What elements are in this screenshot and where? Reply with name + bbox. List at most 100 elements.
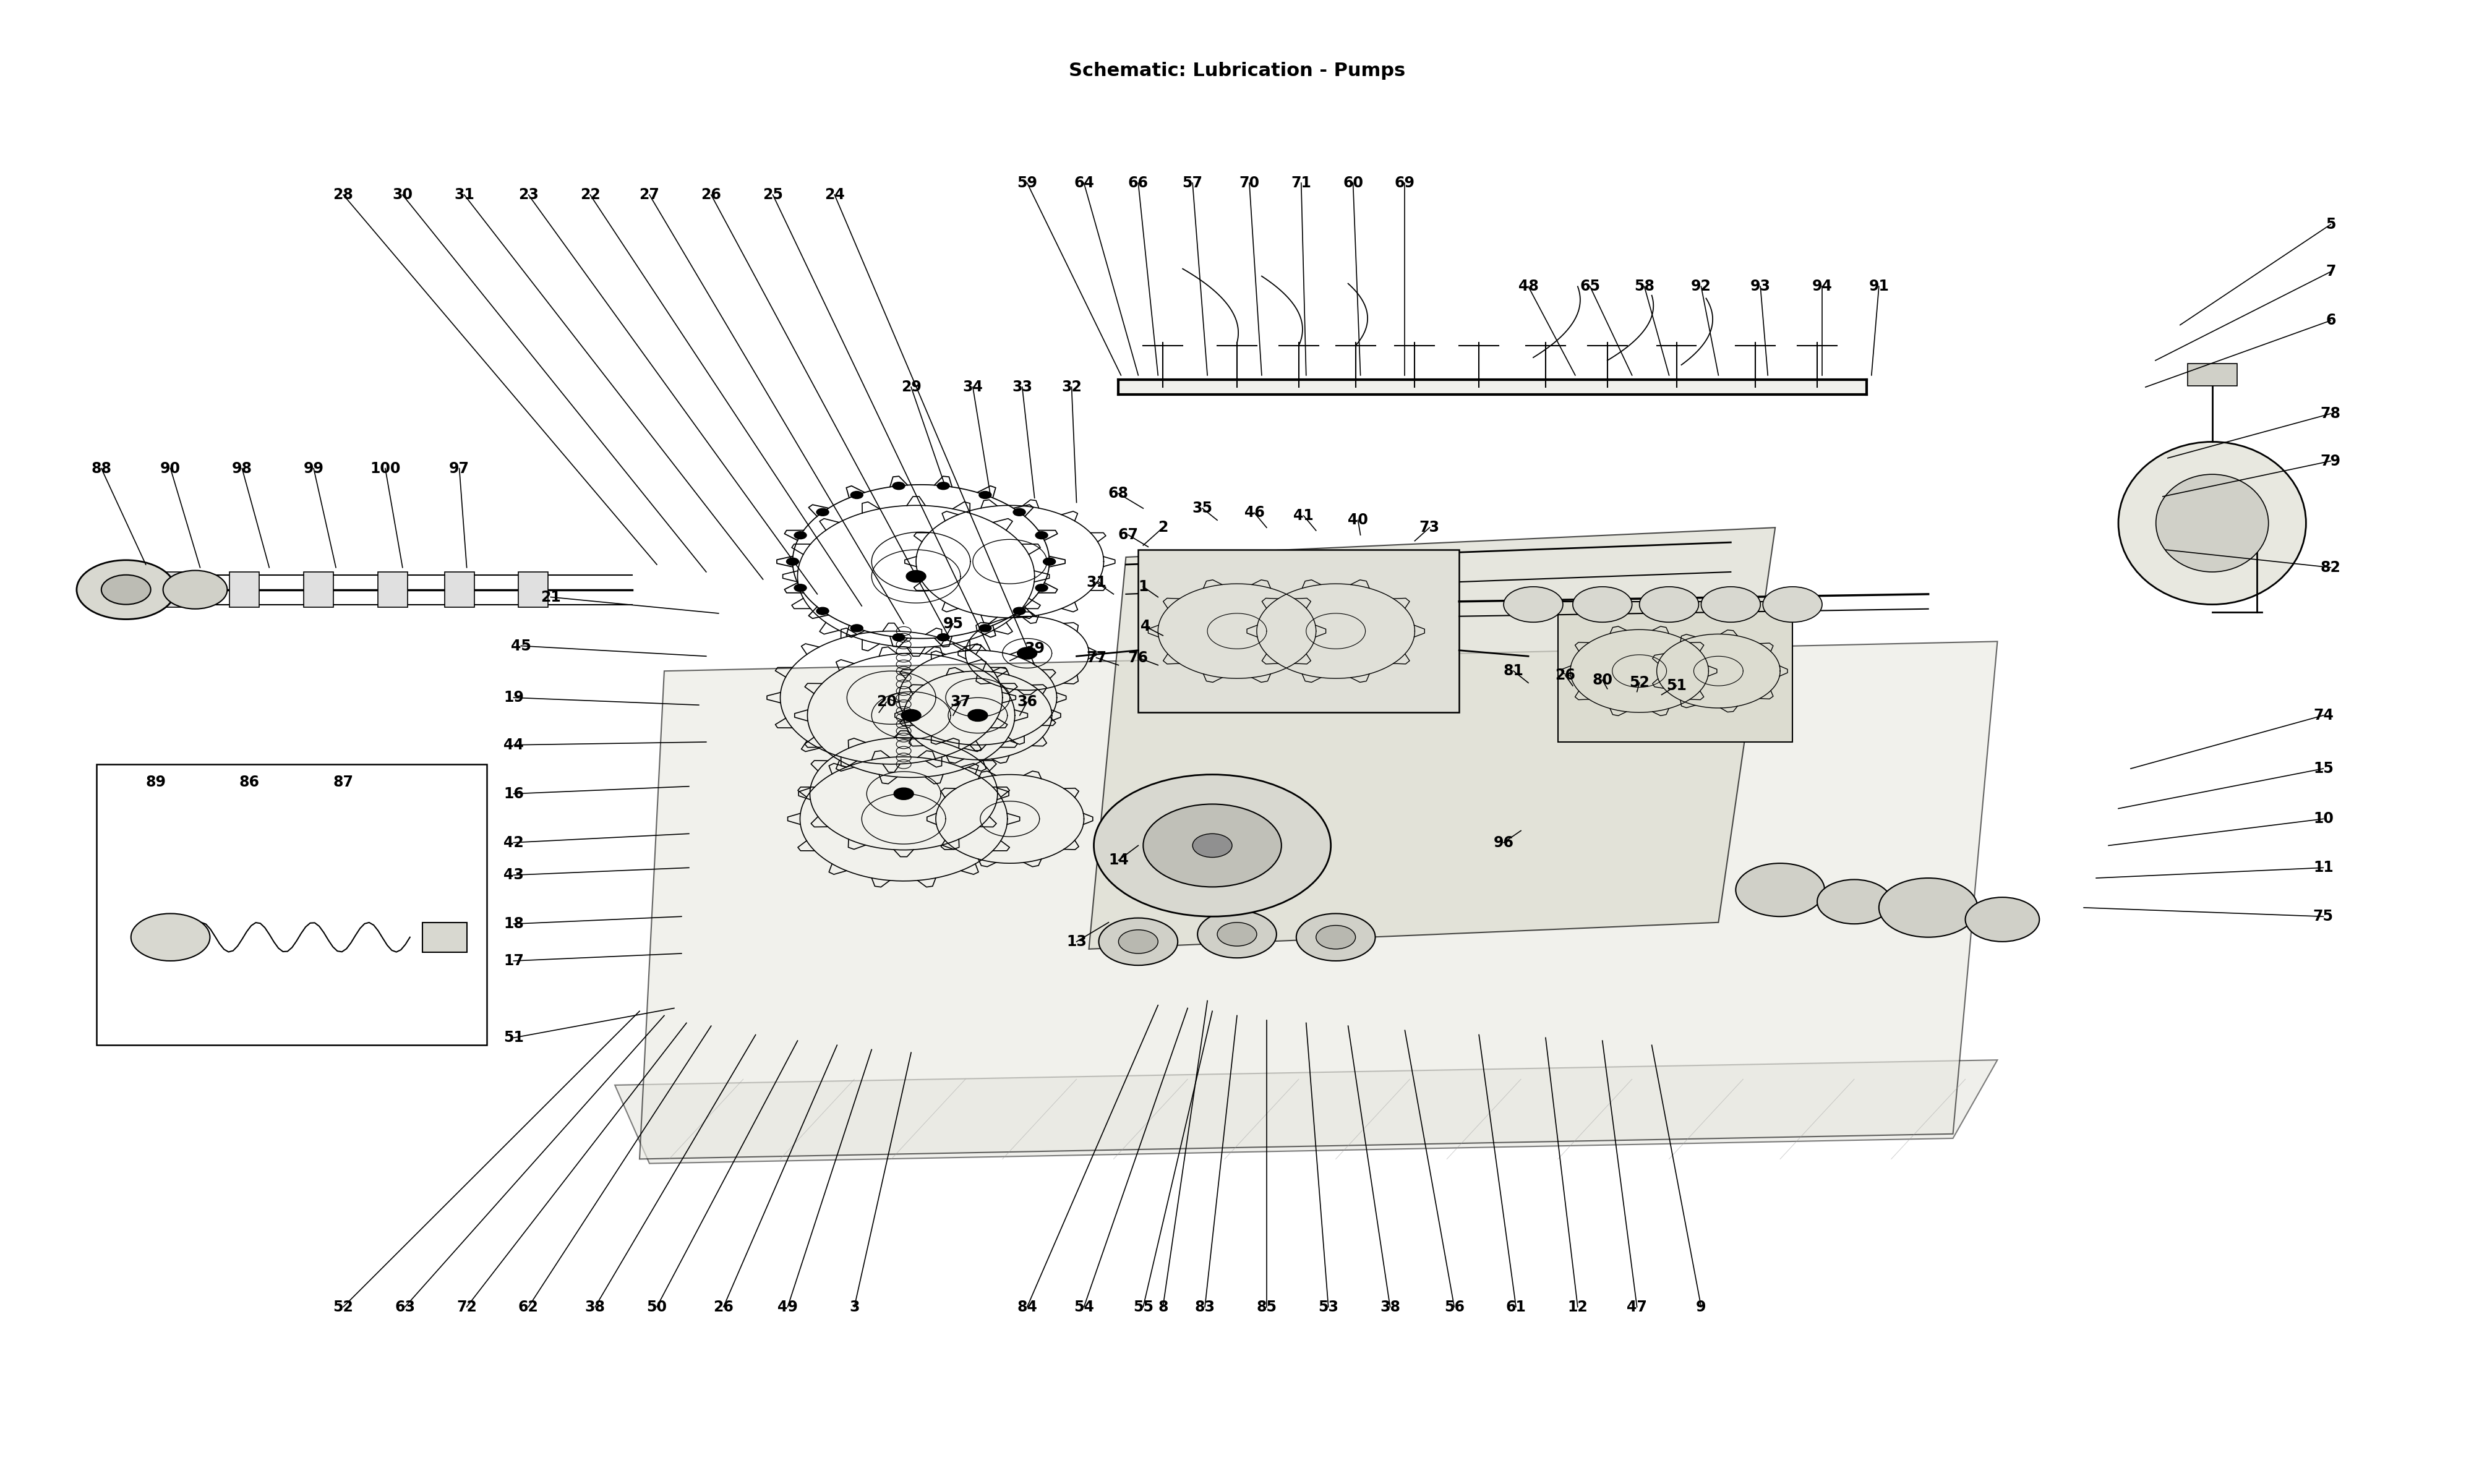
Text: 7: 7 (2326, 264, 2335, 279)
Text: 60: 60 (1343, 175, 1363, 190)
Bar (230, 571, 260, 607)
Text: 68: 68 (1108, 487, 1128, 502)
Circle shape (816, 607, 829, 614)
Text: 67: 67 (1118, 527, 1138, 542)
Text: 37: 37 (950, 695, 970, 709)
Circle shape (1098, 919, 1178, 965)
Text: 86: 86 (240, 775, 260, 789)
Text: 17: 17 (505, 953, 524, 968)
Polygon shape (616, 1060, 1997, 1163)
Circle shape (1197, 911, 1277, 957)
Circle shape (1818, 880, 1890, 925)
Text: 38: 38 (584, 1300, 606, 1315)
Text: 76: 76 (1128, 650, 1148, 665)
Circle shape (893, 482, 905, 490)
Circle shape (1764, 586, 1823, 622)
Circle shape (1192, 834, 1232, 858)
Circle shape (131, 914, 210, 960)
Circle shape (1316, 926, 1356, 950)
Text: 80: 80 (1593, 672, 1613, 687)
Text: 18: 18 (505, 917, 524, 932)
Text: 10: 10 (2313, 812, 2333, 827)
Circle shape (794, 585, 807, 592)
Text: 33: 33 (1012, 380, 1032, 395)
Text: 65: 65 (1581, 279, 1601, 294)
Bar (1118, 380, 1865, 395)
Circle shape (1044, 558, 1056, 565)
Text: 85: 85 (1257, 1300, 1277, 1315)
Text: 59: 59 (1017, 175, 1037, 190)
Circle shape (1573, 586, 1633, 622)
Text: 1: 1 (1138, 579, 1148, 594)
Text: 41: 41 (1294, 509, 1314, 524)
Text: 74: 74 (2313, 708, 2333, 723)
Circle shape (787, 558, 799, 565)
Text: 57: 57 (1183, 175, 1202, 190)
Circle shape (851, 625, 863, 632)
Text: 92: 92 (1690, 279, 1712, 294)
Text: 6: 6 (2326, 313, 2335, 328)
Text: 13: 13 (1066, 935, 1086, 950)
Text: 44: 44 (505, 738, 524, 752)
Text: 5: 5 (2326, 217, 2335, 232)
Text: 34: 34 (962, 380, 982, 395)
Text: 100: 100 (371, 462, 401, 476)
Text: 51: 51 (1667, 678, 1687, 693)
Circle shape (967, 709, 987, 721)
Circle shape (1037, 585, 1049, 592)
Text: 52: 52 (334, 1300, 354, 1315)
Text: 88: 88 (92, 462, 111, 476)
Text: 48: 48 (1519, 279, 1539, 294)
Text: 63: 63 (396, 1300, 416, 1315)
Text: 30: 30 (393, 187, 413, 202)
Text: 87: 87 (334, 775, 354, 789)
Text: 35: 35 (1192, 502, 1212, 516)
Text: 77: 77 (1086, 650, 1106, 665)
Text: 31: 31 (455, 187, 475, 202)
Text: 38: 38 (1380, 1300, 1400, 1315)
Text: 8: 8 (1158, 1300, 1168, 1315)
Bar (2187, 364, 2236, 386)
Text: 72: 72 (458, 1300, 477, 1315)
Circle shape (1037, 531, 1049, 539)
Circle shape (905, 570, 925, 582)
Text: 70: 70 (1239, 175, 1259, 190)
Bar (1138, 549, 1460, 712)
Text: 91: 91 (1868, 279, 1890, 294)
Text: 23: 23 (517, 187, 539, 202)
Text: 15: 15 (2313, 761, 2333, 776)
Text: 94: 94 (1811, 279, 1833, 294)
Text: 78: 78 (2321, 407, 2340, 421)
Text: 29: 29 (901, 380, 920, 395)
Circle shape (893, 634, 905, 641)
Bar (156, 571, 186, 607)
Text: 58: 58 (1635, 279, 1655, 294)
Text: 98: 98 (233, 462, 252, 476)
Text: 25: 25 (762, 187, 784, 202)
Circle shape (851, 491, 863, 499)
Text: 61: 61 (1507, 1300, 1526, 1315)
Circle shape (1702, 586, 1761, 622)
Bar (304, 571, 334, 607)
Circle shape (1014, 607, 1027, 614)
Text: 82: 82 (2321, 559, 2340, 574)
Text: 47: 47 (1628, 1300, 1648, 1315)
Circle shape (77, 559, 176, 619)
Text: 3: 3 (849, 1300, 858, 1315)
Circle shape (980, 625, 992, 632)
Text: 28: 28 (334, 187, 354, 202)
Text: 36: 36 (1017, 695, 1037, 709)
Text: 90: 90 (161, 462, 181, 476)
Circle shape (938, 482, 950, 490)
Text: 49: 49 (777, 1300, 797, 1315)
Circle shape (1964, 898, 2039, 942)
Circle shape (1143, 804, 1282, 887)
Text: 73: 73 (1420, 521, 1440, 536)
Circle shape (1296, 914, 1376, 960)
Text: 21: 21 (539, 589, 562, 604)
Text: 52: 52 (1630, 675, 1650, 690)
Circle shape (794, 531, 807, 539)
Text: 31: 31 (1086, 574, 1106, 589)
Circle shape (1504, 586, 1564, 622)
Text: 20: 20 (876, 695, 896, 709)
